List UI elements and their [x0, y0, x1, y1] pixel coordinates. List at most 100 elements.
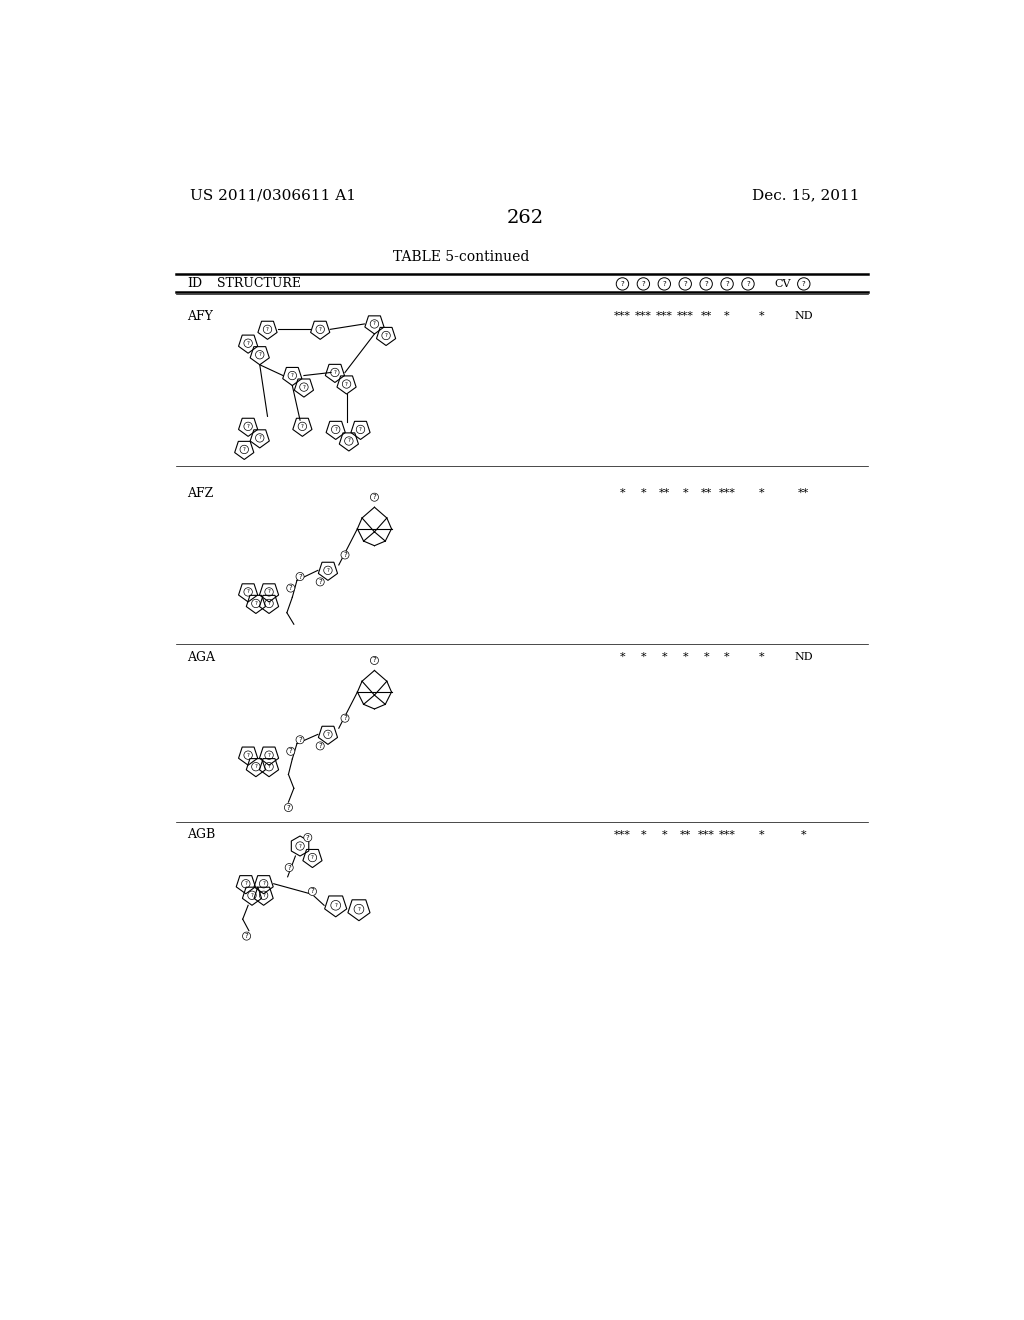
Text: ?: ? [267, 590, 270, 594]
Text: ?: ? [288, 865, 291, 871]
Text: *: * [682, 652, 688, 663]
Text: ?: ? [641, 281, 645, 286]
Text: ?: ? [705, 281, 708, 286]
Text: **: ** [700, 312, 712, 321]
Text: ?: ? [258, 352, 261, 358]
Text: ?: ? [334, 370, 336, 375]
Text: ?: ? [318, 327, 322, 331]
Text: ?: ? [318, 743, 323, 748]
Text: ***: *** [635, 312, 652, 321]
Text: ?: ? [245, 933, 249, 939]
Text: ?: ? [245, 882, 247, 886]
Text: *: * [620, 652, 626, 663]
Text: *: * [641, 488, 646, 499]
Text: ***: *** [614, 829, 631, 840]
Text: ***: *** [614, 312, 631, 321]
Text: ?: ? [299, 843, 301, 849]
Text: ?: ? [301, 424, 304, 429]
Text: ?: ? [683, 281, 687, 286]
Text: ?: ? [334, 903, 337, 908]
Text: *: * [682, 488, 688, 499]
Text: AGB: AGB [187, 828, 215, 841]
Text: ?: ? [267, 752, 270, 758]
Text: *: * [759, 488, 765, 499]
Text: ?: ? [266, 327, 269, 331]
Text: **: ** [658, 488, 670, 499]
Text: ND: ND [795, 652, 813, 663]
Text: *: * [759, 312, 765, 321]
Text: *: * [662, 652, 667, 663]
Text: US 2011/0306611 A1: US 2011/0306611 A1 [190, 189, 356, 202]
Text: ?: ? [373, 657, 377, 664]
Text: ?: ? [262, 892, 265, 898]
Text: *: * [641, 829, 646, 840]
Text: STRUCTURE: STRUCTURE [217, 277, 301, 290]
Text: 262: 262 [506, 210, 544, 227]
Text: ***: *** [655, 312, 673, 321]
Text: ?: ? [385, 333, 387, 338]
Text: ?: ? [254, 601, 257, 606]
Text: ?: ? [327, 568, 330, 573]
Text: ?: ? [357, 907, 360, 912]
Text: *: * [759, 652, 765, 663]
Text: ?: ? [725, 281, 729, 286]
Text: ?: ? [373, 322, 376, 326]
Text: ?: ? [247, 590, 250, 594]
Text: CV: CV [774, 279, 792, 289]
Text: *: * [703, 652, 709, 663]
Text: *: * [801, 829, 807, 840]
Text: ?: ? [621, 281, 625, 286]
Text: ***: *** [719, 829, 735, 840]
Text: ?: ? [243, 447, 246, 451]
Text: **: ** [798, 488, 809, 499]
Text: ?: ? [343, 715, 347, 721]
Text: AFY: AFY [187, 310, 213, 323]
Text: *: * [641, 652, 646, 663]
Text: ?: ? [373, 494, 377, 500]
Text: ?: ? [267, 601, 270, 606]
Text: ?: ? [247, 424, 250, 429]
Text: ?: ? [347, 438, 350, 444]
Text: ?: ? [343, 552, 347, 558]
Text: ?: ? [289, 748, 293, 754]
Text: ?: ? [318, 579, 323, 585]
Text: TABLE 5-continued: TABLE 5-continued [393, 249, 529, 264]
Text: ?: ? [262, 882, 265, 886]
Text: ?: ? [298, 737, 302, 743]
Text: ?: ? [287, 804, 290, 810]
Text: ?: ? [302, 384, 305, 389]
Text: **: ** [700, 488, 712, 499]
Text: ?: ? [746, 281, 750, 286]
Text: ?: ? [298, 573, 302, 579]
Text: ?: ? [345, 381, 348, 387]
Text: ?: ? [251, 892, 253, 898]
Text: ?: ? [359, 426, 361, 432]
Text: *: * [724, 652, 730, 663]
Text: Dec. 15, 2011: Dec. 15, 2011 [752, 189, 859, 202]
Text: ?: ? [247, 752, 250, 758]
Text: ?: ? [291, 374, 294, 378]
Text: ?: ? [267, 764, 270, 770]
Text: ***: *** [719, 488, 735, 499]
Text: ?: ? [663, 281, 667, 286]
Text: ?: ? [247, 341, 250, 346]
Text: AFZ: AFZ [187, 487, 213, 500]
Text: *: * [620, 488, 626, 499]
Text: ***: *** [677, 312, 693, 321]
Text: *: * [662, 829, 667, 840]
Text: AGA: AGA [187, 651, 215, 664]
Text: ***: *** [697, 829, 715, 840]
Text: ID: ID [187, 277, 202, 290]
Text: ?: ? [334, 426, 337, 432]
Text: ?: ? [306, 834, 309, 841]
Text: ?: ? [258, 436, 261, 441]
Text: ND: ND [795, 312, 813, 321]
Text: ?: ? [311, 855, 314, 861]
Text: ?: ? [310, 888, 314, 895]
Text: ?: ? [289, 585, 293, 591]
Text: ?: ? [327, 731, 330, 737]
Text: **: ** [680, 829, 691, 840]
Text: *: * [724, 312, 730, 321]
Text: *: * [759, 829, 765, 840]
Text: ?: ? [802, 281, 806, 286]
